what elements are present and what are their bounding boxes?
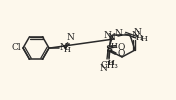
Text: N: N	[60, 42, 68, 52]
Text: S: S	[105, 44, 113, 54]
Text: O: O	[118, 48, 125, 58]
Text: N: N	[114, 29, 122, 38]
Text: Cl: Cl	[11, 44, 21, 52]
Text: O: O	[118, 42, 125, 52]
Text: H: H	[64, 46, 70, 54]
Text: N: N	[133, 28, 141, 37]
Text: H: H	[108, 59, 115, 67]
Text: N: N	[107, 34, 115, 42]
Text: N: N	[103, 30, 111, 40]
Text: H: H	[111, 42, 118, 50]
Text: N: N	[132, 30, 140, 40]
Text: H: H	[141, 35, 148, 43]
Text: N: N	[66, 34, 74, 42]
Text: CH₃: CH₃	[100, 61, 118, 70]
Text: H: H	[136, 34, 143, 42]
Text: N: N	[99, 64, 107, 73]
